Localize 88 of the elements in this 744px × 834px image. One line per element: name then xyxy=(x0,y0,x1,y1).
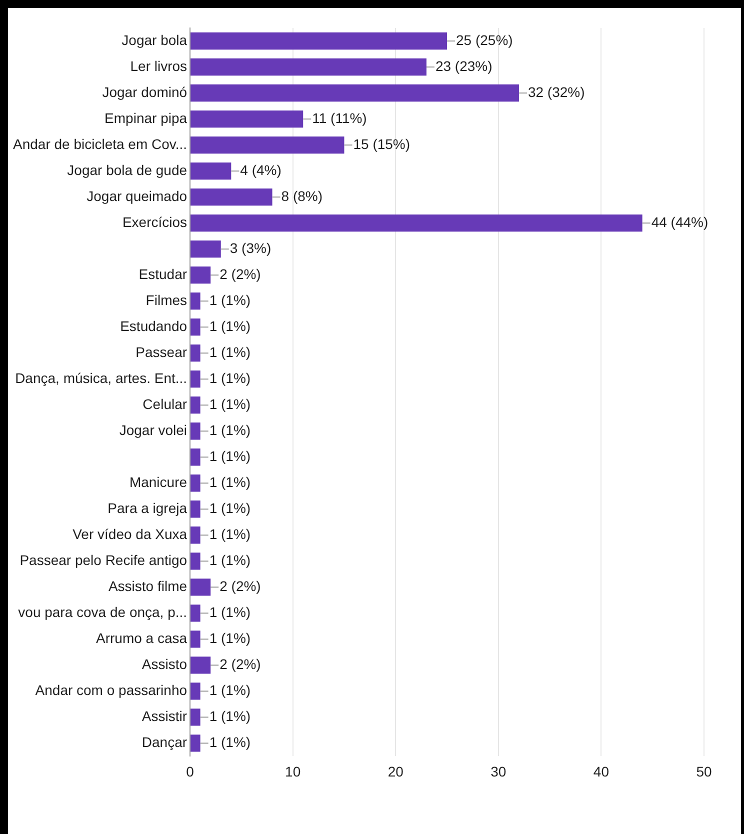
y-tick-label: Manicure xyxy=(129,474,188,490)
y-tick-label: Jogar queimado xyxy=(86,188,188,204)
bar xyxy=(190,32,448,50)
y-tick-label: Passear pelo Recife antigo xyxy=(20,552,188,568)
data-label: 1 (1%) xyxy=(209,630,251,646)
y-tick-label: Jogar dominó xyxy=(102,84,188,100)
bar xyxy=(190,162,232,180)
data-label: 1 (1%) xyxy=(209,370,251,386)
data-label: 32 (32%) xyxy=(528,84,585,100)
y-tick-label: Passear xyxy=(136,344,188,360)
y-tick-label: Andar com o passarinho xyxy=(35,682,188,698)
y-tick-label: Para a igreja xyxy=(108,500,188,516)
y-tick-label: Arrumo a casa xyxy=(96,630,188,646)
y-tick-label: Jogar bola xyxy=(122,32,188,48)
data-label: 4 (4%) xyxy=(240,162,282,178)
bar xyxy=(190,292,200,310)
bar xyxy=(190,578,211,596)
y-tick-label: Filmes xyxy=(146,292,188,308)
bar xyxy=(190,708,200,726)
data-label: 1 (1%) xyxy=(209,734,251,750)
data-label: 23 (23%) xyxy=(435,58,492,74)
bar xyxy=(190,474,200,492)
data-label: 44 (44%) xyxy=(651,214,708,230)
y-tick-label: Estudar xyxy=(138,266,188,282)
bar xyxy=(190,188,272,206)
data-label: 1 (1%) xyxy=(209,526,251,542)
data-label: 11 (11%) xyxy=(312,110,367,126)
bar xyxy=(190,370,200,388)
bar xyxy=(190,110,304,128)
bar xyxy=(190,396,200,414)
data-label: 1 (1%) xyxy=(209,500,251,516)
x-tick-label: 30 xyxy=(490,763,506,780)
x-tick-label: 50 xyxy=(696,763,712,780)
bar xyxy=(190,682,200,700)
bar xyxy=(190,734,200,752)
bar xyxy=(190,318,200,336)
data-label: 2 (2%) xyxy=(220,656,261,672)
y-tick-label: Andar de bicicleta em Cov... xyxy=(12,136,188,152)
bar xyxy=(190,656,211,674)
bar xyxy=(190,526,200,544)
y-tick-label: Dança, música, artes. Ent... xyxy=(15,370,188,386)
y-tick-label: Dançar xyxy=(142,734,188,750)
bar xyxy=(190,266,211,284)
data-label: 15 (15%) xyxy=(353,136,410,152)
bar xyxy=(190,552,200,570)
bar xyxy=(190,422,200,440)
data-label: 1 (1%) xyxy=(209,682,251,698)
y-tick-label: Empinar pipa xyxy=(104,110,188,126)
data-label: 1 (1%) xyxy=(209,604,251,620)
bar xyxy=(190,240,221,258)
y-tick-label: Jogar volei xyxy=(119,422,188,438)
bar xyxy=(190,58,426,76)
y-tick-label: Assisto filme xyxy=(108,578,188,594)
data-label: 1 (1%) xyxy=(209,422,251,438)
data-label: 1 (1%) xyxy=(209,708,251,724)
y-tick-label: vou para cova de onça, p... xyxy=(18,604,188,620)
y-tick-label: Ver vídeo da Xuxa xyxy=(72,526,188,542)
bar xyxy=(190,136,344,154)
data-label: 1 (1%) xyxy=(209,292,251,308)
data-label: 1 (1%) xyxy=(209,552,251,568)
x-tick-label: 10 xyxy=(285,763,301,780)
data-label: 1 (1%) xyxy=(209,448,251,464)
data-label: 3 (3%) xyxy=(230,240,272,256)
data-label: 1 (1%) xyxy=(209,318,251,334)
bar xyxy=(190,630,200,648)
y-tick-label: Exercícios xyxy=(122,214,188,230)
bar xyxy=(190,344,200,362)
bar xyxy=(190,500,200,518)
x-tick-label: 20 xyxy=(388,763,404,780)
bar xyxy=(190,214,642,232)
bar xyxy=(190,604,200,622)
data-label: 1 (1%) xyxy=(209,344,251,360)
y-tick-label: Jogar bola de gude xyxy=(67,162,188,178)
data-label: 2 (2%) xyxy=(220,266,261,282)
y-tick-label: Assisto xyxy=(142,656,188,672)
y-tick-label: Ler livros xyxy=(130,58,188,74)
bar xyxy=(190,448,200,466)
y-tick-label: Celular xyxy=(142,396,188,412)
x-tick-label: 40 xyxy=(593,763,610,780)
y-tick-label: Estudando xyxy=(120,318,188,334)
y-tick-label: Assistir xyxy=(142,708,188,724)
data-label: 1 (1%) xyxy=(209,474,251,490)
bar xyxy=(190,84,519,102)
data-label: 1 (1%) xyxy=(209,396,251,412)
data-label: 2 (2%) xyxy=(220,578,261,594)
x-tick-label: 0 xyxy=(186,763,194,780)
data-label: 8 (8%) xyxy=(281,188,323,204)
data-label: 25 (25%) xyxy=(456,32,513,48)
